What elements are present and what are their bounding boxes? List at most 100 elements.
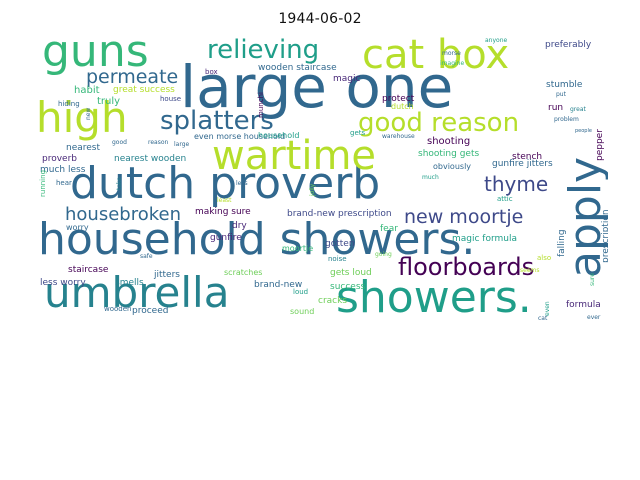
word-going: going bbox=[375, 251, 392, 258]
word-moortje: moortje bbox=[282, 244, 314, 253]
word-staircase: staircase bbox=[68, 265, 109, 275]
word-people: people bbox=[575, 128, 592, 134]
word-shooting-gets: shooting gets bbox=[418, 149, 480, 159]
word-habit: habit bbox=[74, 85, 100, 96]
word-hiding: hiding bbox=[58, 100, 80, 108]
word-shooting: shooting bbox=[427, 136, 471, 147]
word-gets: gets bbox=[350, 129, 366, 137]
word-pepper: pepper bbox=[595, 129, 605, 161]
word-protect: protect bbox=[382, 94, 415, 104]
word-fear: fear bbox=[380, 224, 398, 234]
word-worry: worry bbox=[66, 223, 89, 232]
word-new-moortje: new moortje bbox=[404, 206, 524, 228]
word-relieving: relieving bbox=[207, 35, 320, 65]
word-stench: stench bbox=[512, 152, 543, 162]
word-making-sure: making sure bbox=[195, 207, 251, 217]
word-ever: ever bbox=[587, 314, 601, 321]
word-truly: truly bbox=[97, 96, 121, 107]
word-sure: sure bbox=[589, 273, 596, 286]
word-box: box bbox=[205, 68, 218, 76]
word-good: good bbox=[112, 139, 127, 146]
word-floorboards: floorboards bbox=[398, 253, 535, 281]
word-magic: magic bbox=[333, 74, 361, 84]
word-proceed: proceed bbox=[132, 306, 169, 316]
word-new: new bbox=[85, 107, 92, 120]
word-thyme: thyme bbox=[484, 172, 549, 196]
word-even-morse-household: even morse household bbox=[194, 132, 286, 141]
word-anyone: anyone bbox=[485, 37, 508, 44]
word-wooden: wooden bbox=[104, 305, 132, 313]
word-gunfire-jitters: gunfire jitters bbox=[492, 159, 553, 169]
word-household-showers: household showers. bbox=[38, 214, 476, 265]
word-less: less bbox=[236, 180, 248, 187]
word-gets-loud: gets loud bbox=[330, 268, 372, 278]
word-showers: showers. bbox=[336, 272, 532, 323]
word-loud: loud bbox=[293, 288, 309, 296]
word-reason: reason bbox=[148, 139, 169, 146]
word-magic-formula: magic formula bbox=[452, 234, 518, 244]
word-cracks: cracks bbox=[318, 296, 348, 306]
word-dry: dry bbox=[232, 221, 247, 231]
word-great-success: great success bbox=[113, 85, 175, 95]
word-cat-box: cat box bbox=[362, 34, 510, 78]
word-proverb: proverb bbox=[42, 154, 77, 164]
word-even: even bbox=[544, 301, 551, 316]
word-munchi: munchi bbox=[257, 92, 265, 118]
word-falling: falling bbox=[557, 229, 567, 257]
word-umbrella: umbrella bbox=[44, 268, 230, 317]
word-least: least bbox=[217, 197, 232, 204]
word-less-worry: less worry bbox=[40, 278, 86, 288]
word-stumble: stumble bbox=[546, 80, 583, 90]
word-high: high bbox=[36, 93, 128, 142]
word-problem: problem bbox=[554, 116, 579, 123]
word-seems: seems bbox=[520, 267, 540, 274]
word-running: running bbox=[39, 169, 47, 197]
word-large: large bbox=[174, 141, 190, 148]
word-scratches: scratches bbox=[224, 268, 263, 277]
word-splatters: splatters bbox=[160, 106, 274, 136]
word-smells: smells bbox=[115, 278, 144, 288]
word-great: great bbox=[570, 106, 586, 113]
word-put: put bbox=[556, 91, 566, 98]
word-large-one: large one bbox=[180, 53, 454, 121]
word-imagine: imagine bbox=[440, 60, 465, 67]
word-attic: attic bbox=[497, 195, 513, 203]
word-jitters: jitters bbox=[154, 270, 180, 280]
word-run: run bbox=[548, 103, 564, 113]
word-sound: sound bbox=[290, 307, 315, 316]
word-hear: hear bbox=[56, 179, 72, 187]
figure-title: 1944-06-02 bbox=[278, 11, 362, 27]
word-noise: noise bbox=[328, 255, 347, 263]
word-cat: cat bbox=[538, 315, 548, 322]
word-gotten: gotten bbox=[325, 239, 355, 249]
word-nearest: nearest bbox=[66, 143, 101, 153]
word-wartime: wartime bbox=[212, 133, 377, 179]
word-dutch: dutch bbox=[391, 102, 414, 111]
word-morse: morse bbox=[442, 50, 461, 57]
word-prescription: prescription bbox=[601, 209, 608, 263]
word-brand-new: brand-new bbox=[254, 280, 303, 290]
word-formula: formula bbox=[566, 300, 601, 310]
word-permeate: permeate bbox=[86, 66, 179, 88]
word-household: household bbox=[258, 131, 300, 140]
word-obviously: obviously bbox=[433, 162, 472, 171]
word-much: much bbox=[422, 174, 439, 181]
word-guns: guns bbox=[42, 34, 149, 77]
word-good-reason: good reason bbox=[358, 108, 520, 138]
word-safe: safe bbox=[140, 253, 153, 260]
word-wooden-staircase: wooden staircase bbox=[258, 63, 337, 73]
word-brand-new-prescription: brand-new prescription bbox=[287, 209, 392, 219]
word-preferably: preferably bbox=[545, 40, 592, 50]
word-also: also bbox=[537, 254, 552, 262]
word-dutch-proverb: dutch proverb bbox=[70, 158, 381, 209]
word-success: success bbox=[330, 282, 366, 292]
word-housebroken: housebroken bbox=[65, 204, 181, 225]
word-jolly: jolly bbox=[309, 183, 316, 196]
word-house: house bbox=[160, 95, 182, 103]
word-warehouse: warehouse bbox=[382, 133, 415, 140]
word-much-less: much less bbox=[40, 165, 86, 175]
word-nearest-wooden: nearest wooden bbox=[114, 154, 187, 164]
word-cloud: large one household showers. dutch proverb… bbox=[34, 34, 608, 330]
word-take: take bbox=[116, 177, 123, 190]
word-gunfire: gunfire bbox=[210, 233, 242, 243]
